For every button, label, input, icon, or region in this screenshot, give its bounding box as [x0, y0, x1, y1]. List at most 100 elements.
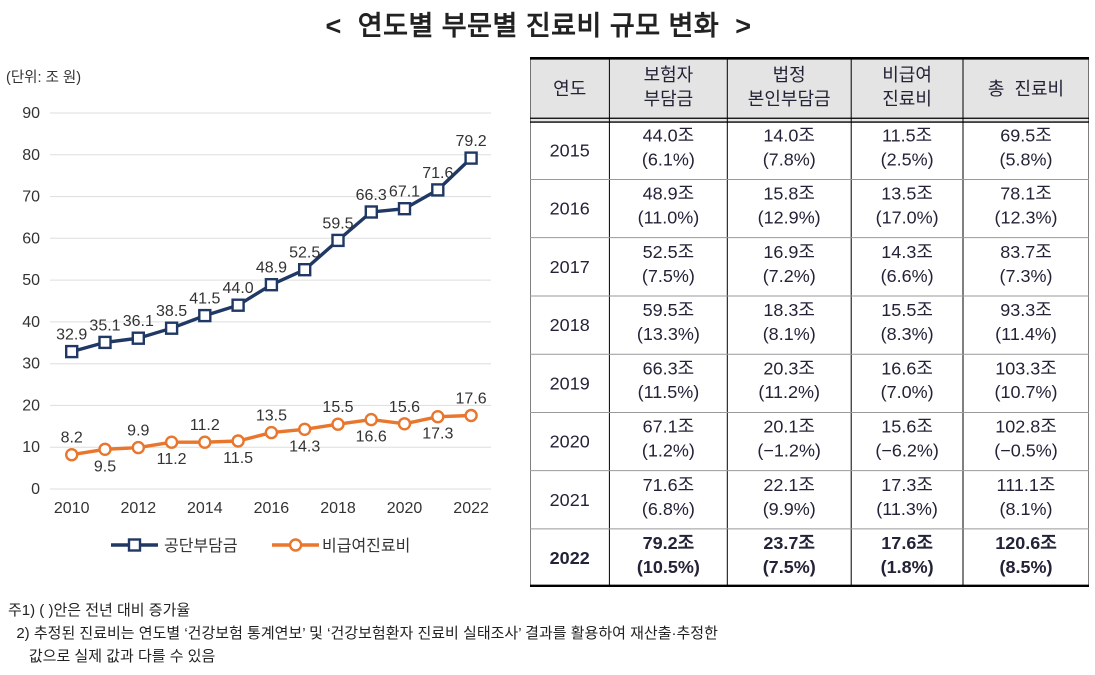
svg-text:(7.2%): (7.2%): [763, 266, 816, 286]
svg-text:83.7조: 83.7조: [1000, 242, 1052, 262]
svg-text:71.6조: 71.6조: [643, 475, 695, 495]
svg-text:0: 0: [31, 481, 40, 498]
svg-text:17.6조: 17.6조: [881, 533, 933, 553]
svg-text:17.3: 17.3: [422, 426, 453, 443]
svg-text:14.0조: 14.0조: [763, 125, 815, 145]
svg-text:30: 30: [22, 356, 40, 373]
svg-text:67.1조: 67.1조: [643, 416, 695, 436]
svg-text:(11.0%): (11.0%): [638, 207, 700, 227]
svg-text:2022: 2022: [550, 548, 590, 568]
svg-text:2010: 2010: [54, 500, 90, 517]
svg-text:79.2: 79.2: [456, 133, 487, 150]
svg-text:20.1조: 20.1조: [763, 416, 815, 436]
svg-text:32.9: 32.9: [56, 327, 87, 344]
svg-text:(8.3%): (8.3%): [881, 324, 934, 344]
svg-text:35.1: 35.1: [89, 317, 120, 334]
svg-text:2017: 2017: [550, 257, 590, 277]
svg-text:본인부담금: 본인부담금: [748, 89, 831, 109]
svg-text:93.3조: 93.3조: [1000, 300, 1052, 320]
svg-text:44.0: 44.0: [223, 280, 254, 297]
svg-text:보험자: 보험자: [644, 65, 694, 85]
svg-text:48.9조: 48.9조: [643, 183, 695, 203]
svg-text:90: 90: [22, 105, 40, 122]
svg-text:9.5: 9.5: [94, 458, 116, 475]
svg-text:11.2: 11.2: [157, 451, 187, 468]
svg-text:공단부담금: 공단부담금: [164, 537, 238, 555]
svg-text:10: 10: [22, 439, 40, 456]
svg-text:50: 50: [22, 272, 40, 289]
svg-text:79.2조: 79.2조: [643, 533, 695, 553]
svg-text:15.6: 15.6: [389, 399, 420, 416]
svg-text:(5.8%): (5.8%): [1000, 149, 1053, 169]
svg-text:11.2: 11.2: [190, 417, 220, 434]
svg-text:36.1: 36.1: [123, 313, 154, 330]
svg-text:(7.8%): (7.8%): [763, 149, 816, 169]
svg-text:59.5조: 59.5조: [643, 300, 695, 320]
svg-text:8.2: 8.2: [61, 430, 83, 447]
svg-text:66.3: 66.3: [356, 187, 387, 204]
svg-text:44.0조: 44.0조: [643, 125, 695, 145]
svg-text:13.5조: 13.5조: [881, 183, 933, 203]
svg-text:14.3조: 14.3조: [881, 242, 933, 262]
svg-text:2018: 2018: [550, 315, 590, 335]
svg-text:70: 70: [22, 189, 40, 206]
svg-text:(6.1%): (6.1%): [642, 149, 695, 169]
svg-text:16.6조: 16.6조: [881, 358, 933, 378]
svg-text:부담금: 부담금: [644, 89, 694, 109]
svg-text:69.5조: 69.5조: [1000, 125, 1052, 145]
svg-text:18.3조: 18.3조: [763, 300, 815, 320]
svg-text:(6.8%): (6.8%): [642, 499, 695, 519]
svg-text:71.6: 71.6: [422, 165, 453, 182]
svg-text:(7.3%): (7.3%): [1000, 266, 1053, 286]
svg-text:(10.5%): (10.5%): [637, 557, 700, 577]
svg-text:16.6: 16.6: [356, 429, 387, 446]
svg-text:111.1조: 111.1조: [997, 475, 1056, 495]
svg-text:(8.5%): (8.5%): [1000, 557, 1053, 577]
svg-text:총 진료비: 총 진료비: [988, 79, 1064, 99]
svg-text:20: 20: [22, 397, 40, 414]
svg-text:66.3조: 66.3조: [643, 358, 695, 378]
svg-text:(1.2%): (1.2%): [642, 440, 695, 460]
svg-text:2021: 2021: [550, 490, 590, 510]
svg-text:13.5: 13.5: [256, 408, 287, 425]
svg-text:(11.4%): (11.4%): [995, 324, 1057, 344]
svg-text:23.7조: 23.7조: [763, 533, 815, 553]
svg-text:11.5조: 11.5조: [882, 125, 932, 145]
svg-text:2020: 2020: [387, 500, 423, 517]
svg-text:비급여: 비급여: [882, 65, 932, 85]
svg-text:2016: 2016: [254, 500, 290, 517]
svg-text:2012: 2012: [121, 500, 157, 517]
svg-text:(9.9%): (9.9%): [763, 499, 816, 519]
svg-text:(13.3%): (13.3%): [637, 324, 700, 344]
svg-text:(7.5%): (7.5%): [642, 266, 695, 286]
svg-text:20.3조: 20.3조: [763, 358, 815, 378]
svg-text:(6.6%): (6.6%): [881, 266, 934, 286]
svg-text:(17.0%): (17.0%): [876, 207, 939, 227]
svg-text:52.5: 52.5: [289, 245, 320, 262]
svg-text:(−1.2%): (−1.2%): [757, 440, 821, 460]
svg-text:15.6조: 15.6조: [881, 416, 933, 436]
svg-text:연도: 연도: [553, 79, 586, 99]
svg-text:59.5: 59.5: [322, 215, 353, 232]
svg-text:(8.1%): (8.1%): [1000, 499, 1053, 519]
svg-text:비급여진료비: 비급여진료비: [322, 537, 410, 555]
svg-text:(12.9%): (12.9%): [758, 207, 821, 227]
svg-text:11.5: 11.5: [223, 450, 253, 467]
svg-text:48.9: 48.9: [256, 260, 287, 277]
svg-text:(10.7%): (10.7%): [995, 382, 1058, 402]
svg-text:16.9조: 16.9조: [763, 242, 815, 262]
svg-text:80: 80: [22, 147, 40, 164]
svg-text:103.3조: 103.3조: [995, 358, 1057, 378]
svg-text:2014: 2014: [187, 500, 223, 517]
svg-text:15.8조: 15.8조: [763, 183, 815, 203]
svg-text:(11.3%): (11.3%): [876, 499, 938, 519]
svg-text:17.3조: 17.3조: [881, 475, 933, 495]
svg-text:법정: 법정: [773, 65, 806, 85]
svg-text:41.5: 41.5: [189, 291, 220, 308]
svg-text:52.5조: 52.5조: [643, 242, 695, 262]
svg-text:(7.5%): (7.5%): [763, 557, 816, 577]
svg-text:15.5조: 15.5조: [881, 300, 933, 320]
svg-text:2019: 2019: [550, 373, 590, 393]
svg-text:(11.5%): (11.5%): [638, 382, 700, 402]
svg-text:102.8조: 102.8조: [995, 416, 1057, 436]
